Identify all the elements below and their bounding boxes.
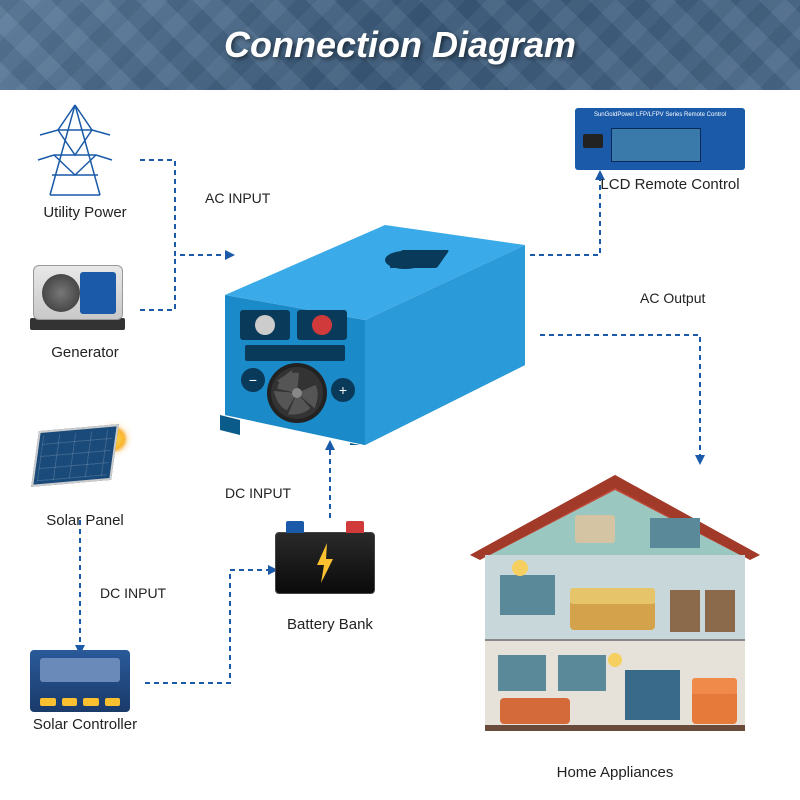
lcd-text: SunGoldPower LFP/LFPV Series Remote Cont…	[579, 112, 741, 118]
generator-label: Generator	[30, 344, 140, 361]
node-solar-panel: Solar Panel	[30, 410, 140, 529]
utility-tower-icon	[30, 100, 120, 200]
utility-label: Utility Power	[30, 204, 140, 221]
solar-controller-icon	[30, 650, 130, 712]
node-inverter: − +	[215, 205, 535, 445]
node-solar-controller: Solar Controller	[30, 650, 140, 733]
generator-icon	[30, 265, 125, 340]
solar-panel-icon	[30, 428, 125, 508]
lcd-remote-icon: SunGoldPower LFP/LFPV Series Remote Cont…	[575, 108, 745, 170]
node-house: Home Appliances	[460, 460, 770, 755]
page-title: Connection Diagram	[224, 24, 576, 66]
battery-icon	[270, 532, 380, 612]
house-icon	[460, 460, 770, 755]
edge-label: AC INPUT	[205, 190, 270, 206]
header-banner: Connection Diagram	[0, 0, 800, 90]
inverter-icon: − +	[215, 205, 535, 445]
lcd-label: LCD Remote Control	[575, 176, 765, 193]
edge-label: DC INPUT	[100, 585, 166, 601]
diagram-canvas: Utility Power Generator Solar Panel Sola…	[0, 90, 800, 800]
svg-text:−: −	[249, 372, 257, 388]
svg-text:+: +	[339, 382, 347, 398]
node-battery: Battery Bank	[270, 520, 390, 633]
controller-label: Solar Controller	[30, 716, 140, 733]
node-lcd-remote: SunGoldPower LFP/LFPV Series Remote Cont…	[575, 108, 765, 193]
house-label: Home Appliances	[460, 764, 770, 781]
edge-label: DC INPUT	[225, 485, 291, 501]
solar-label: Solar Panel	[30, 512, 140, 529]
node-generator: Generator	[30, 265, 140, 361]
node-utility-power: Utility Power	[30, 100, 140, 221]
edge-label: AC Output	[640, 290, 705, 306]
battery-label: Battery Bank	[270, 616, 390, 633]
